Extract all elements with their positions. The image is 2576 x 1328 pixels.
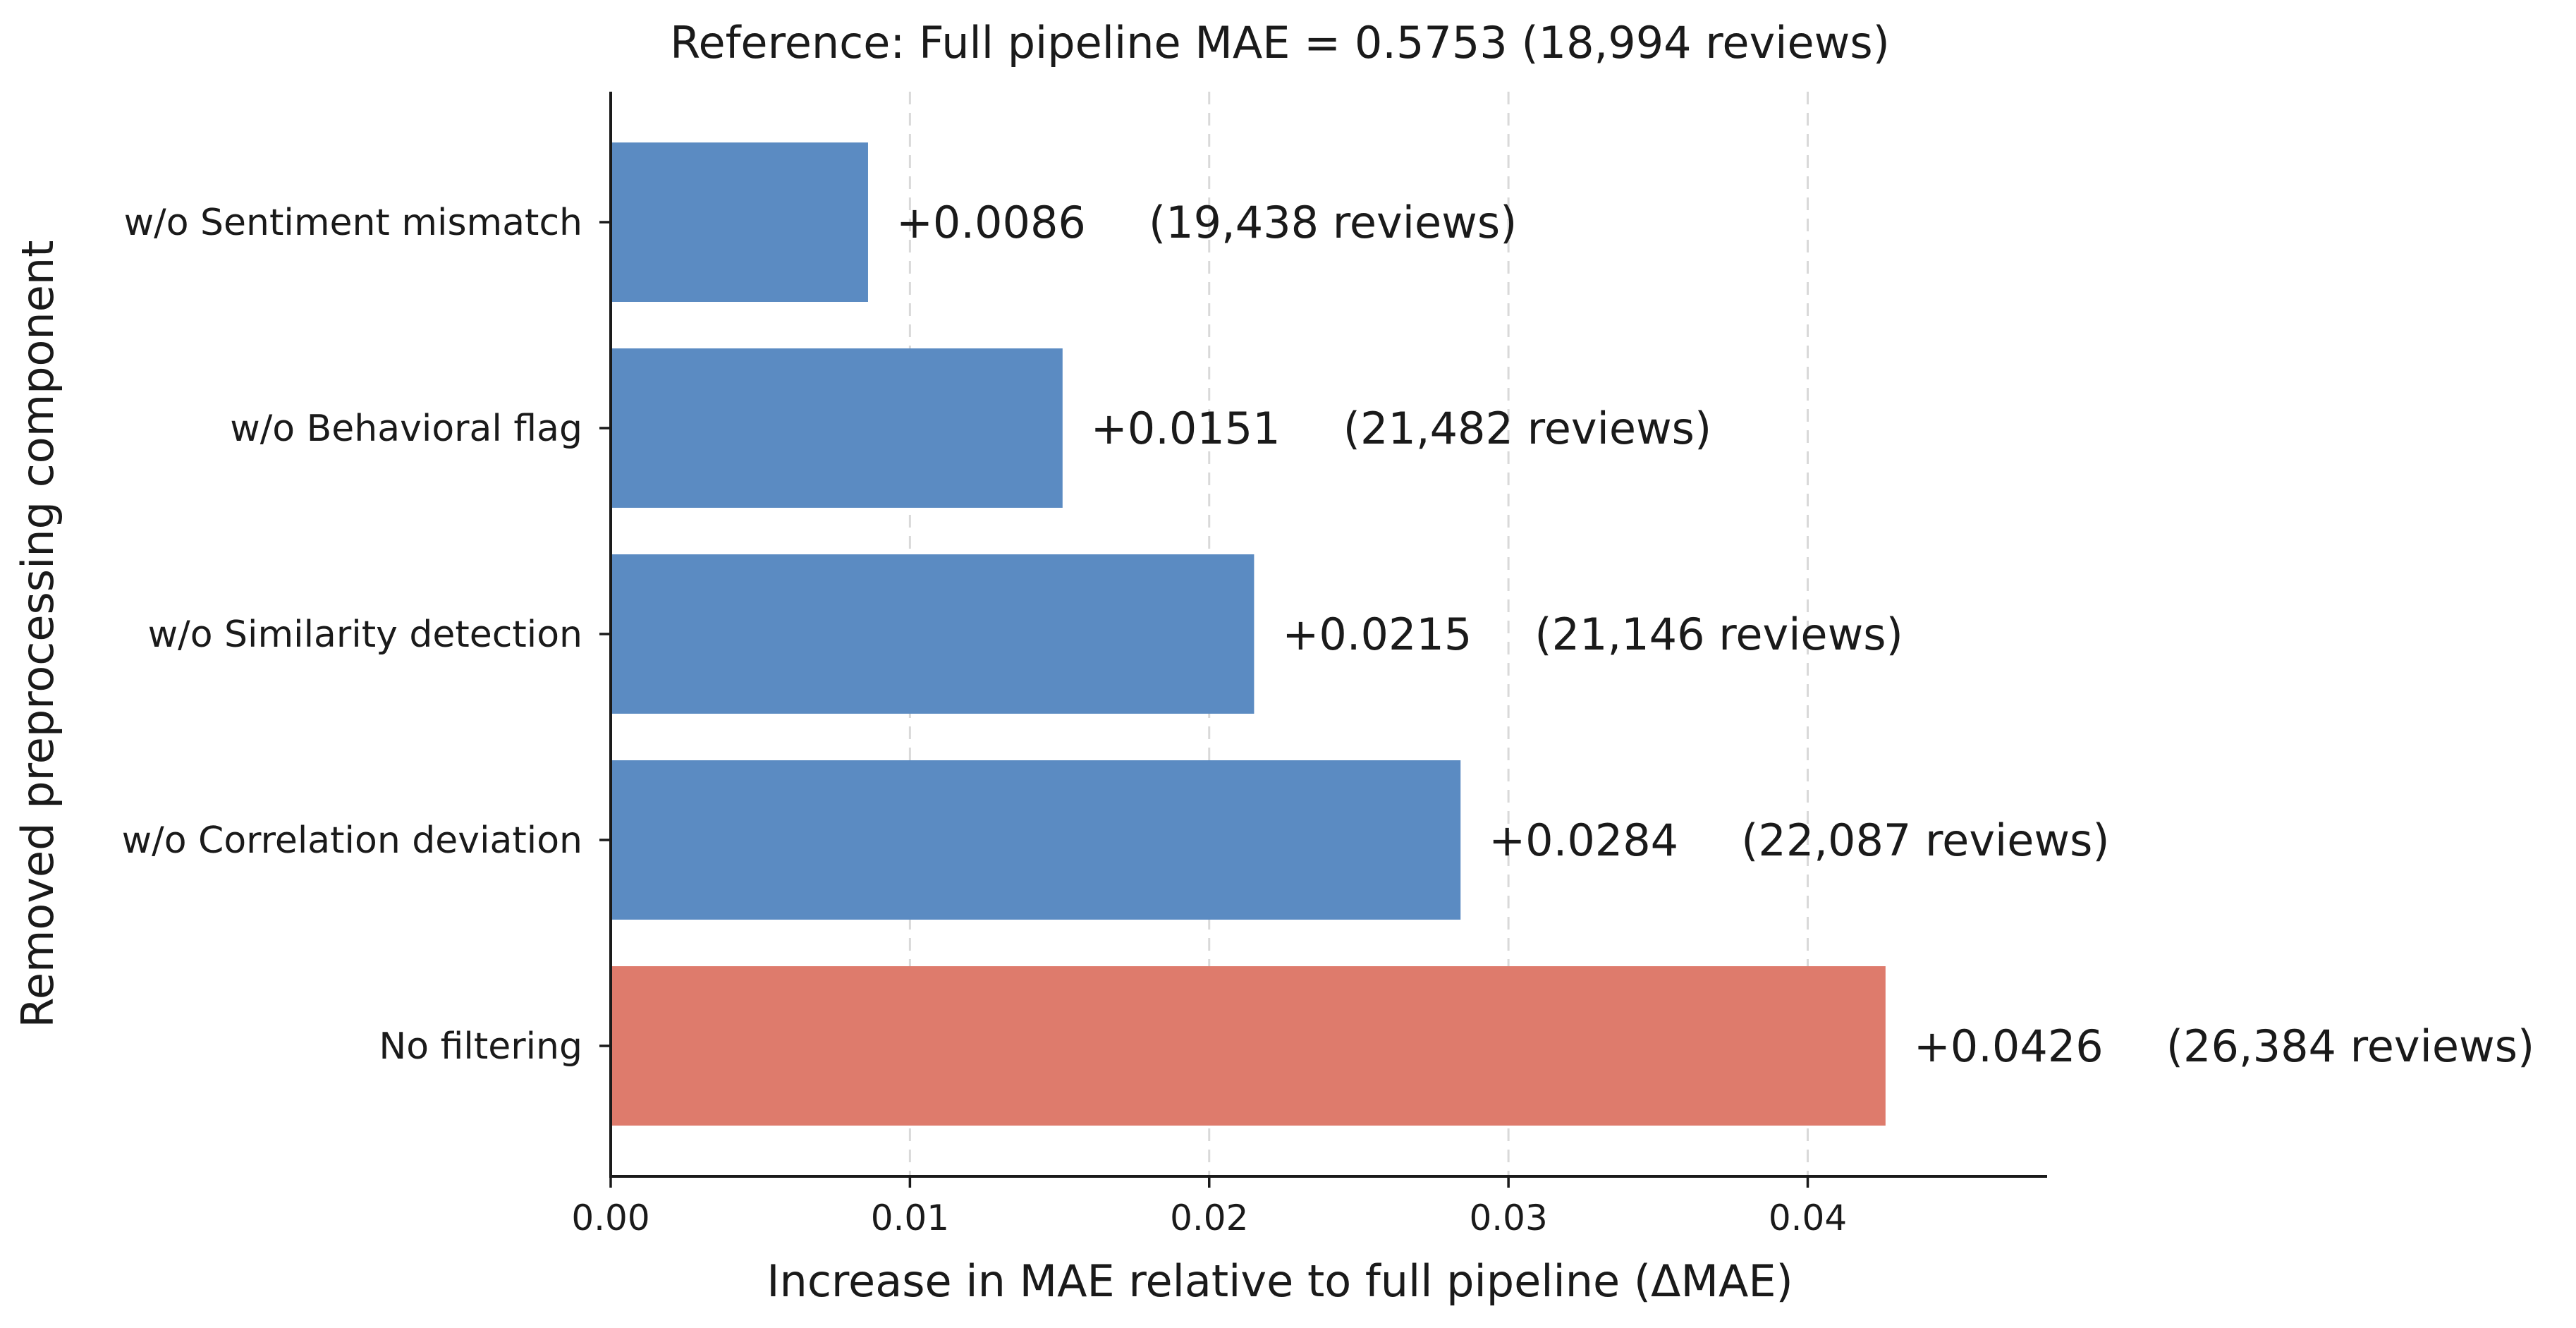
gridlines: [908, 92, 1809, 1176]
x-tick-label: 0.00: [571, 1198, 649, 1238]
bar-value-label: +0.0426: [1914, 1021, 2104, 1072]
x-tick-label: 0.04: [1769, 1198, 1847, 1238]
x-tick-label: 0.02: [1170, 1198, 1248, 1238]
bar-value-label: +0.0086: [896, 197, 1086, 248]
bar-review-count-label: (19,438 reviews): [1149, 197, 1517, 248]
data-labels: +0.0086 (19,438 reviews) +0.0151 (21,482 re…: [896, 197, 2534, 1072]
bar-review-count-label: (21,482 reviews): [1343, 403, 1711, 454]
bar: [611, 760, 1461, 920]
x-tick-label: 0.03: [1469, 1198, 1547, 1238]
bar: [611, 142, 868, 302]
y-categories: w/o Sentiment mismatch w/o Behavioral fla…: [122, 202, 611, 1068]
bar-review-count-label: (22,087 reviews): [1741, 815, 2109, 866]
bar-value-label: +0.0151: [1091, 403, 1281, 454]
bars: [611, 142, 1886, 1126]
chart-title: Reference: Full pipeline MAE = 0.5753 (1…: [670, 17, 1890, 68]
y-tick-label: w/o Similarity detection: [148, 614, 582, 656]
y-tick-label: w/o Correlation deviation: [122, 820, 582, 862]
bar: [611, 348, 1063, 508]
x-ticks: 0.00 0.01 0.02 0.03 0.04: [571, 1176, 1847, 1238]
bar: [611, 554, 1255, 714]
y-axis-label: Removed preprocessing component: [12, 240, 63, 1028]
x-tick-label: 0.01: [871, 1198, 949, 1238]
bar-review-count-label: (26,384 reviews): [2166, 1021, 2534, 1072]
y-tick-label: w/o Sentiment mismatch: [124, 202, 582, 244]
bar-review-count-label: (21,146 reviews): [1534, 609, 1903, 660]
bar: [611, 966, 1886, 1126]
bar-value-label: +0.0215: [1282, 609, 1472, 660]
y-tick-label: w/o Behavioral flag: [230, 408, 582, 450]
y-tick-label: No filtering: [379, 1025, 582, 1068]
bar-value-label: +0.0284: [1489, 815, 1678, 866]
x-axis-label: Increase in MAE relative to full pipelin…: [767, 1255, 1793, 1307]
